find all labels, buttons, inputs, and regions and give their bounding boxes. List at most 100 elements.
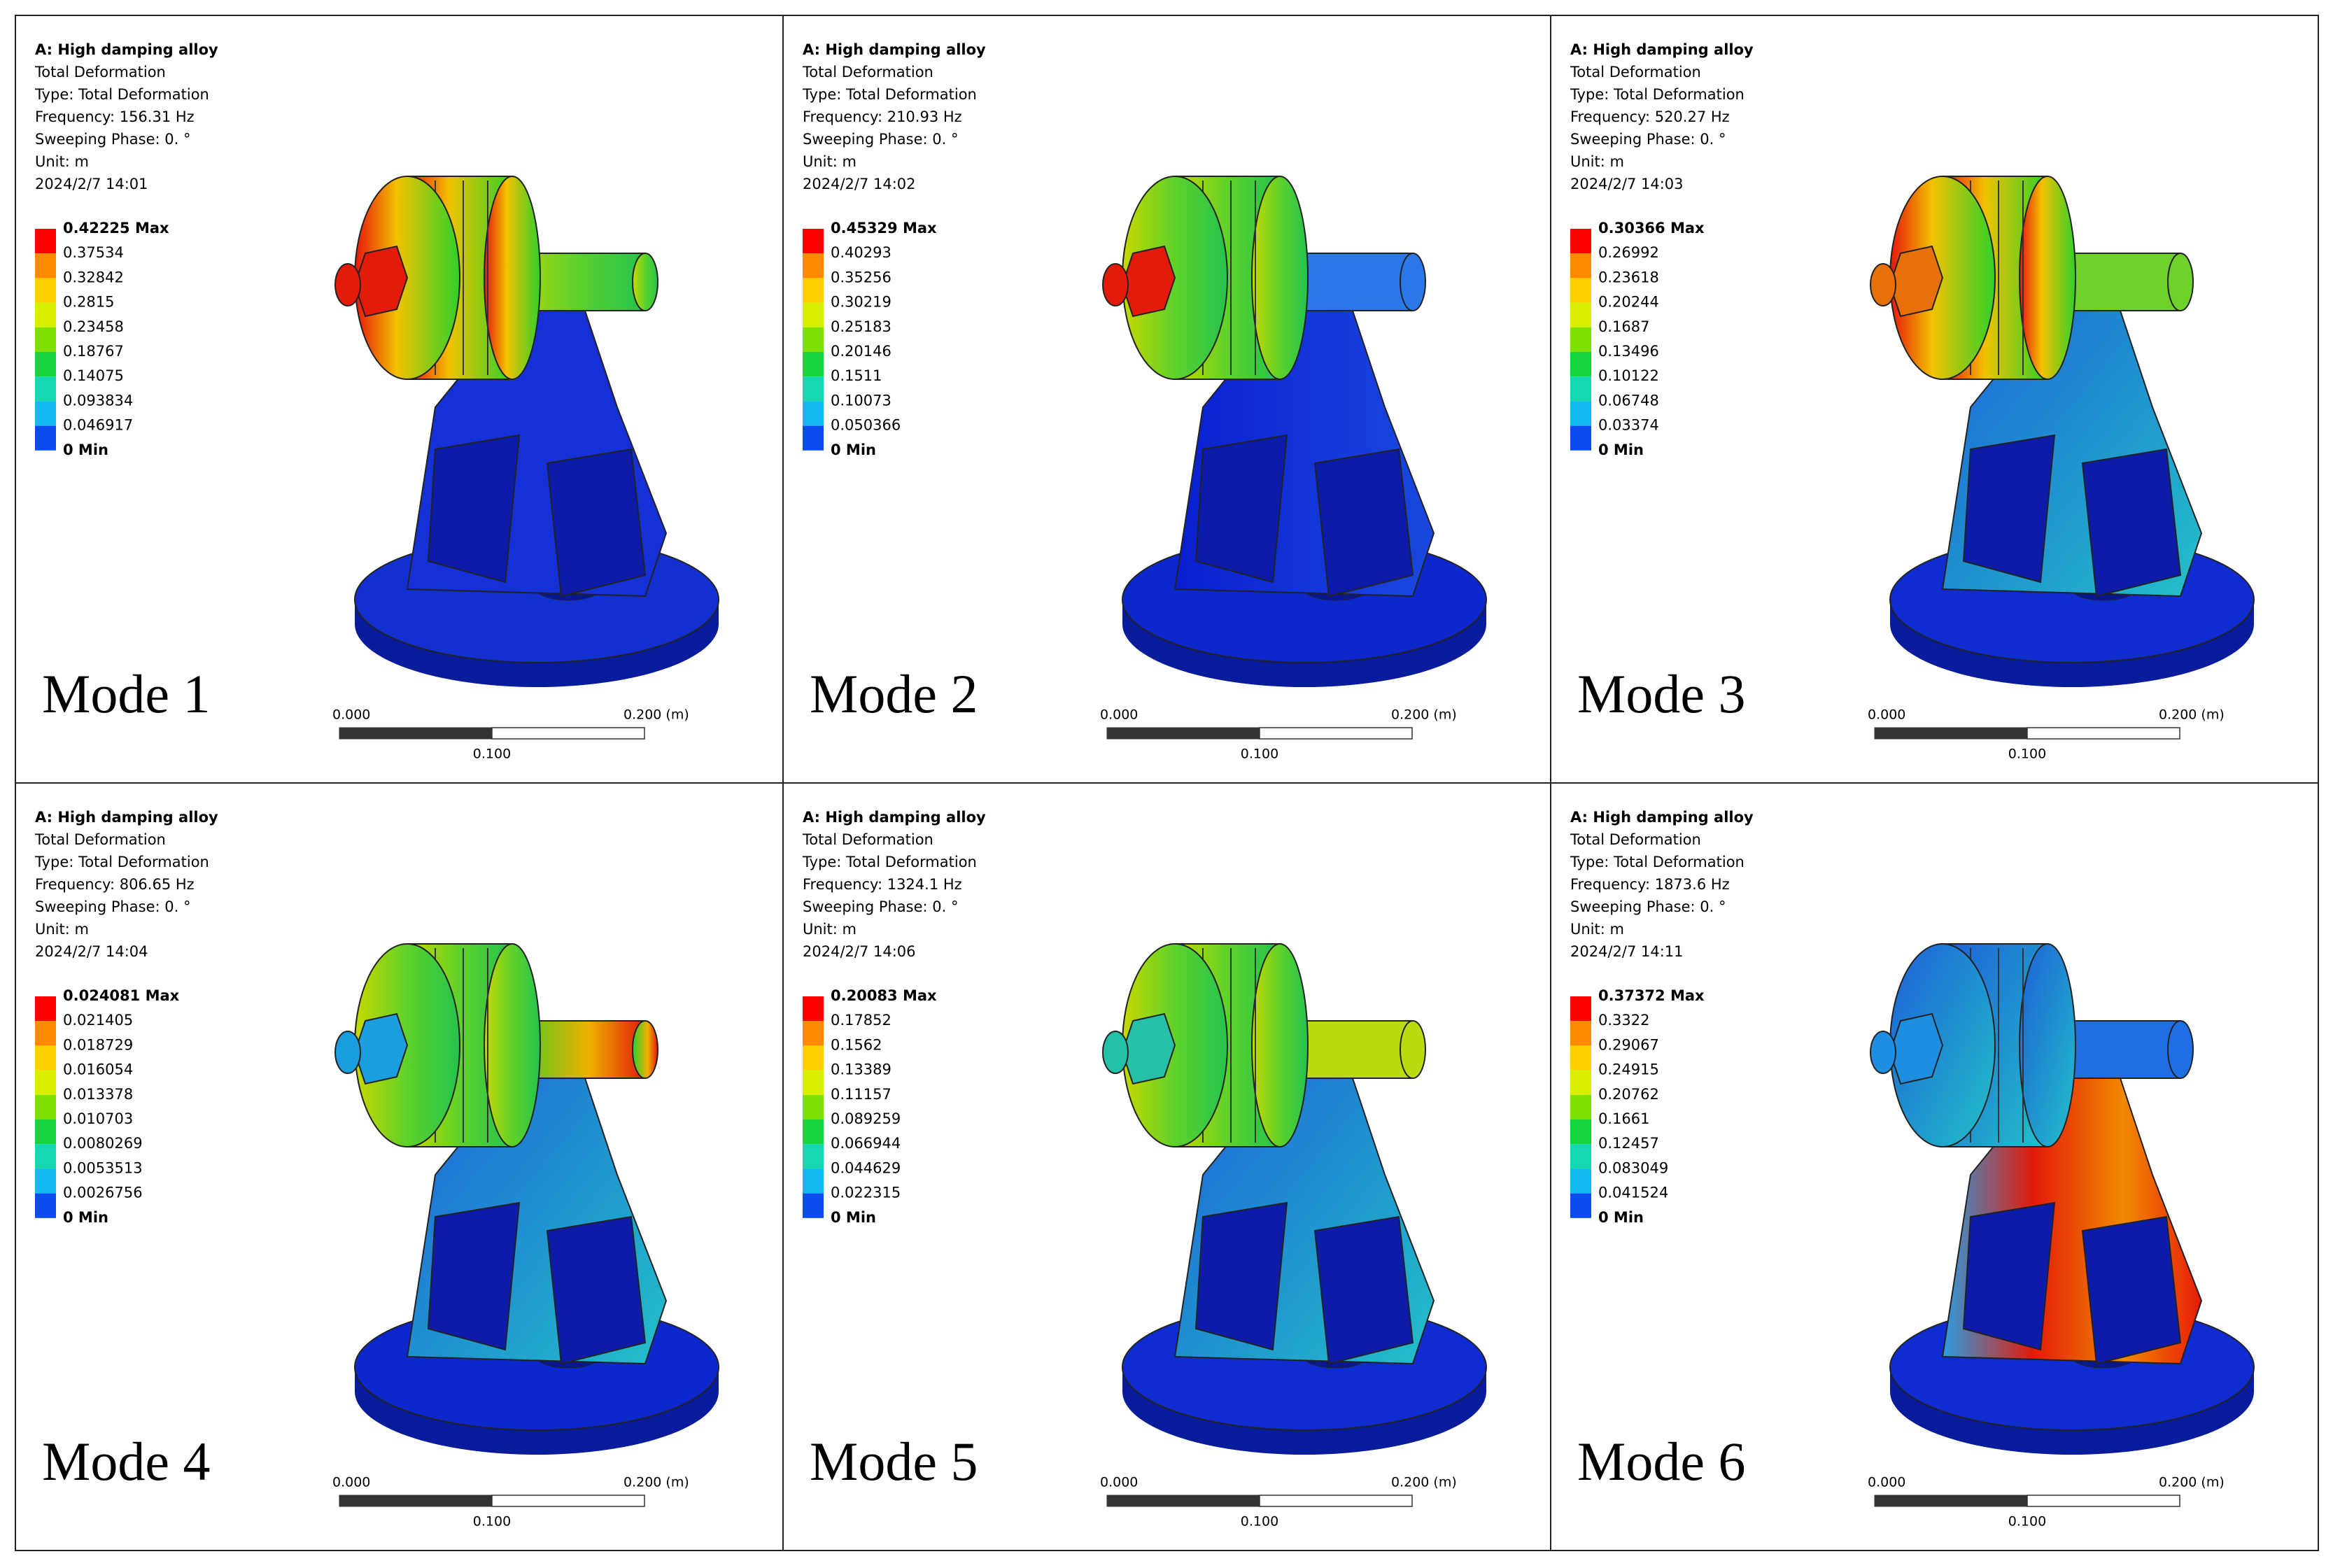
bracket-web (1313, 1215, 1414, 1365)
legend-swatch (35, 1070, 56, 1095)
legend-label: 0.24915 (1598, 1061, 1659, 1078)
legend-label: 0.016054 (63, 1061, 133, 1078)
panel: A: High damping alloy Total Deformation Ty… (782, 15, 1551, 784)
legend-label: 0.32842 (63, 269, 124, 285)
legend-label: 0.06748 (1598, 392, 1659, 409)
mode-label: Mode 1 (42, 663, 210, 724)
legend-swatch (35, 1120, 56, 1145)
legend-label: 0.18767 (63, 343, 124, 360)
legend-label: 0.29067 (1598, 1036, 1659, 1053)
legend-swatch (803, 1193, 824, 1218)
legend-swatch (35, 352, 56, 377)
header-line: Frequency: 1324.1 Hz (803, 876, 962, 893)
model-view (334, 176, 719, 687)
panel: A: High damping alloy Total Deformation Ty… (782, 782, 1551, 1551)
header-line: Total Deformation (1570, 64, 1701, 80)
legend-swatch (803, 376, 824, 402)
legend-label: 0.23458 (63, 318, 124, 335)
legend-label: 0.3322 (1598, 1012, 1649, 1029)
bracket-web (1313, 448, 1414, 598)
scale-bar-light (1259, 1495, 1413, 1507)
header-line: Frequency: 806.65 Hz (35, 876, 195, 893)
scale-bar-dark (339, 1495, 493, 1507)
legend-swatch (35, 996, 56, 1022)
legend-swatch (1570, 996, 1591, 1022)
scale-bar-dark (339, 727, 493, 740)
legend-label: 0.20146 (831, 343, 891, 360)
legend-swatch (1570, 1168, 1591, 1194)
header-line: 2024/2/7 14:04 (35, 943, 148, 960)
legend-swatch (35, 1045, 56, 1071)
legend-label: 0.1661 (1598, 1110, 1649, 1127)
legend-label: 0.046917 (63, 417, 133, 434)
bracket-web (427, 1201, 521, 1351)
legend-swatch (35, 1193, 56, 1218)
legend-label: 0.10073 (831, 392, 891, 409)
legend-label: 0.1511 (831, 367, 882, 384)
legend-swatch (1570, 1120, 1591, 1145)
scale-label: 0.200 (m) (1391, 707, 1457, 723)
header-line: Total Deformation (802, 64, 933, 80)
legend-label: 0 Min (63, 442, 108, 458)
legend-swatch (803, 425, 824, 451)
legend-label: 0.089259 (831, 1110, 901, 1127)
legend-label: 0.044629 (831, 1159, 901, 1176)
legend-swatch (803, 229, 824, 254)
header-line: Unit: m (1570, 153, 1624, 170)
legend-label: 0.30366 Max (1598, 220, 1705, 236)
legend-label: 0.0026756 (63, 1185, 143, 1201)
scale-label: 0.100 (473, 1514, 511, 1530)
header-line: Sweeping Phase: 0. ° (35, 131, 191, 148)
header-line: 2024/2/7 14:01 (35, 176, 148, 192)
header-line: Unit: m (1570, 921, 1624, 938)
panel-border (1550, 782, 2319, 1551)
scale-label: 0.000 (1100, 1475, 1138, 1490)
model-view (1870, 943, 2255, 1455)
legend-swatch (35, 1144, 56, 1169)
header-line: A: High damping alloy (1570, 41, 1754, 58)
header-line: Unit: m (803, 153, 857, 170)
header-line: Type: Total Deformation (802, 86, 977, 103)
legend-label: 0.1562 (831, 1036, 882, 1053)
header-line: Sweeping Phase: 0. ° (35, 898, 191, 915)
header-line: A: High damping alloy (803, 41, 986, 58)
header-line: Sweeping Phase: 0. ° (803, 898, 959, 915)
header-line: Unit: m (35, 153, 89, 170)
legend-swatch (1570, 302, 1591, 327)
scale-label: 0.000 (1868, 1475, 1905, 1490)
scale-label: 0.100 (2008, 747, 2046, 762)
legend-swatch (35, 278, 56, 303)
scale-label: 0.100 (1241, 1514, 1278, 1530)
legend-label: 0.066944 (831, 1135, 901, 1152)
header-line: Sweeping Phase: 0. ° (1570, 131, 1726, 148)
legend-swatch (1570, 1070, 1591, 1095)
legend-swatch (803, 327, 824, 352)
header-line: 2024/2/7 14:11 (1570, 943, 1684, 960)
scale-bar-light (491, 727, 645, 740)
legend-swatch (803, 401, 824, 426)
header-line: Type: Total Deformation (34, 86, 209, 103)
legend-label: 0 Min (63, 1209, 108, 1226)
header-line: Type: Total Deformation (1570, 86, 1745, 103)
legend-swatch (35, 1021, 56, 1046)
legend-swatch (1570, 229, 1591, 254)
legend-label: 0.050366 (831, 417, 901, 434)
disk-back (1251, 943, 1309, 1147)
bracket-web (1194, 434, 1288, 584)
legend-label: 0 Min (1598, 1209, 1644, 1226)
scale-bar-light (491, 1495, 645, 1507)
legend-swatch (1570, 425, 1591, 451)
legend-label: 0.12457 (1598, 1135, 1659, 1152)
shaft-end (2167, 253, 2194, 311)
scale-bar-light (1259, 727, 1413, 740)
legend-swatch (803, 1070, 824, 1095)
bracket-web (1962, 434, 2056, 584)
legend-swatch (803, 302, 824, 327)
legend-label: 0.0080269 (63, 1135, 143, 1152)
header-line: Frequency: 520.27 Hz (1570, 108, 1730, 125)
legend-swatch (803, 996, 824, 1022)
header-line: A: High damping alloy (803, 809, 986, 826)
header-line: A: High damping alloy (35, 41, 218, 58)
bolt-end (1102, 263, 1129, 306)
mode-label: Mode 4 (42, 1431, 210, 1492)
